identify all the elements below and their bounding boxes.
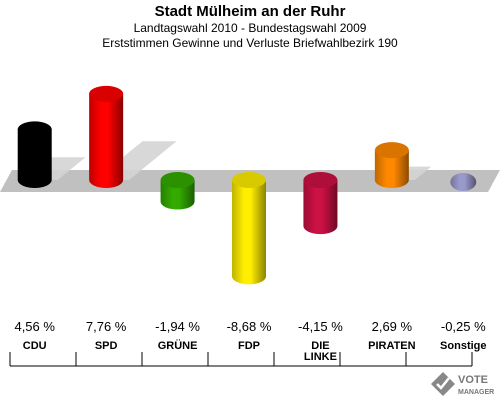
- category-label-0: CDU: [23, 340, 47, 352]
- category-label-4-0: DIE: [311, 340, 329, 352]
- bar-0: [17, 129, 52, 188]
- value-label-3: -8,68 %: [227, 319, 272, 334]
- category-label-5: PIRATEN: [368, 340, 416, 352]
- bar-5: [374, 150, 409, 188]
- bar-4: [303, 180, 338, 235]
- chart-caption: Erststimmen Gewinne und Verluste Briefwa…: [102, 36, 398, 50]
- bar-6: [450, 173, 477, 191]
- category-label-6: Sonstige: [440, 340, 486, 352]
- logo-text-vote: VOTE: [458, 374, 488, 386]
- category-label-1: SPD: [95, 340, 118, 352]
- logo-text-manager: MANAGER: [458, 389, 494, 396]
- bar-cap-1: [89, 85, 124, 102]
- bar-cap-2: [160, 172, 195, 188]
- value-label-1: 7,76 %: [86, 319, 127, 334]
- value-label-5: 2,69 %: [372, 319, 413, 334]
- bar-3: [232, 180, 266, 285]
- bar-cap-3: [232, 172, 266, 188]
- value-label-6: -0,25 %: [441, 319, 486, 334]
- chart-titles: Stadt Mülheim an der Ruhr Landtagswahl 2…: [0, 3, 500, 51]
- category-label-2: GRÜNE: [158, 339, 198, 352]
- ballot-box-icon: [431, 372, 455, 396]
- bar-1: [89, 93, 124, 188]
- bar-cap-0: [17, 121, 52, 138]
- value-label-4: -4,15 %: [298, 319, 343, 334]
- bar-2: [160, 180, 195, 210]
- chart-subtitle: Landtagswahl 2010 - Bundestagswahl 2009: [133, 21, 367, 35]
- bar-cap-4: [303, 172, 338, 188]
- value-label-2: -1,94 %: [155, 319, 200, 334]
- value-label-0: 4,56 %: [14, 319, 55, 334]
- category-label-4-1: LINKE: [304, 351, 337, 363]
- vote-manager-logo: VOTE MANAGER: [431, 372, 494, 396]
- bar-cap-5: [374, 142, 409, 159]
- chart-title: Stadt Mülheim an der Ruhr: [154, 3, 346, 20]
- category-label-3: FDP: [238, 340, 260, 352]
